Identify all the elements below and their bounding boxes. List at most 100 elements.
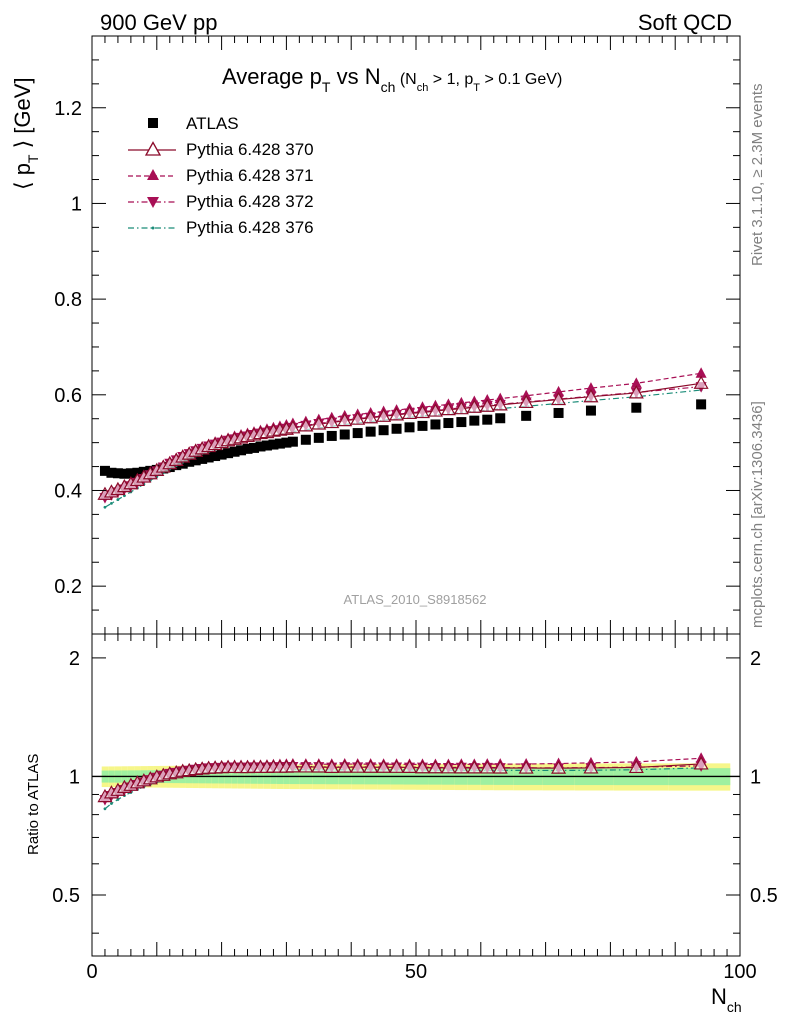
series-point [453,400,469,415]
ratio-point [440,760,456,774]
ratio-ylabel: Ratio to ATLAS [25,754,42,855]
atlas-point [190,455,201,466]
ratio-point [583,760,599,774]
atlas-point [326,430,337,441]
series-point [695,367,707,378]
atlas-point [106,467,117,478]
atlas-point [255,441,266,452]
ratio-frame [91,633,741,957]
legend-entry-371: Pythia 6.428 371 [128,166,314,185]
series-point [110,501,113,505]
atlas-point [313,432,324,443]
title-sub: ch [417,82,429,94]
atlas-point [365,426,376,437]
ratio-point [337,759,353,773]
header-left: 900 GeV pp [100,10,217,35]
atlas-point [112,468,123,479]
x-tick-label: 50 [405,961,427,983]
series-point [628,385,644,399]
x-tick-label: 100 [723,961,756,983]
atlas-point [281,437,292,448]
ratio-point [492,760,508,774]
legend-marker-372 [147,197,159,208]
atlas-point [203,452,214,463]
series-line [104,372,702,496]
series-point [103,505,107,509]
atlas-point [223,448,234,459]
atlas-point [339,429,350,440]
plot-title: Average pT vs Nch (Nch > 1, pT > 0.1 GeV… [222,64,562,95]
series-point [427,403,443,417]
series-line [104,382,702,495]
ratio-point [116,798,120,801]
series-point [324,414,340,429]
series-point [518,394,534,409]
atlas-point [210,451,221,462]
title-part: vs N [330,64,380,89]
series-point [553,385,565,397]
atlas-point [469,415,480,426]
xlabel-part: N [711,984,727,1009]
atlas-point [352,428,363,439]
ratio-point [693,756,709,770]
atlas-point [553,407,564,418]
legend-marker-376 [151,226,155,230]
y-tick-label: 1.2 [54,98,82,120]
ratio-point [285,759,301,773]
atlas-point [391,423,402,434]
series-point [693,375,709,389]
series-point [630,377,642,388]
atlas-point [287,436,298,447]
main-panel: 0.2 0.4 0.6 0.8 1 1.2 ATLAS_2010_S8918562 Ave… [10,35,741,635]
series-point [583,388,599,403]
ratio-y-tick-label: 0.5 [52,885,80,907]
series-point [551,391,567,406]
atlas-point [268,439,279,450]
header-right: Soft QCD [638,10,732,35]
atlas-point [236,445,247,456]
ratio-y-tick-label-right: 0.5 [750,885,778,907]
atlas-point [456,417,467,428]
atlas-point [99,465,110,476]
legend-marker-371 [147,169,159,180]
atlas-point [417,420,428,431]
ratio-point [103,807,107,811]
series-point [311,416,327,430]
series-point [350,411,366,425]
legend-label: Pythia 6.428 371 [186,166,314,185]
xlabel-sub: ch [727,999,742,1015]
series-point [414,404,431,419]
title-sub: ch [381,79,396,95]
title-part: > 0.1 GeV) [480,71,562,88]
ylabel-sub: T [25,154,41,163]
atlas-point [378,425,389,436]
atlas-point [216,449,227,460]
series-point [363,410,379,424]
atlas-point [631,402,642,413]
atlas-point [430,419,441,430]
ratio-point [350,759,366,773]
ratio-point [414,760,431,774]
series-point [298,418,314,432]
atlas-point [119,468,130,479]
ylabel-part: ⟨ p [10,163,35,190]
atlas-point [197,453,208,464]
rivet-version-text: Rivet 3.1.10, ≥ 2.3M events [749,84,766,267]
ratio-point [518,760,534,774]
atlas-point [242,443,253,454]
ratio-point [551,760,567,774]
watermark: ATLAS_2010_S8918562 [344,592,487,607]
atlas-point [482,414,493,425]
ratio-panel: 0 50 100 0.5 0.5 1 1 2 2 Ratio to ATLAS [25,633,778,983]
series-point [492,397,508,411]
legend-marker-atlas [148,118,158,128]
legend-marker-370 [144,141,162,156]
title-sub: T [322,79,331,95]
y-tick-label: 0.6 [54,385,82,407]
atlas-point [229,446,240,457]
ratio-point [324,759,340,773]
series-point [440,401,456,416]
series-point [337,412,353,427]
legend-label: Pythia 6.428 376 [186,218,314,237]
atlas-point [125,468,136,479]
